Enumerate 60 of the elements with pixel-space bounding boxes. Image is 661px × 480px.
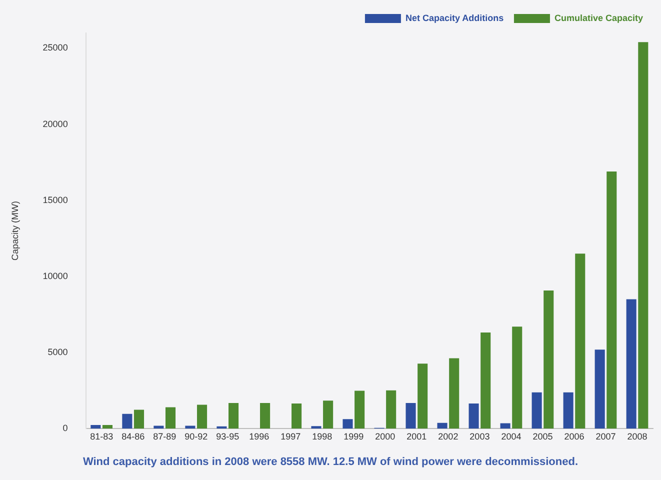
y-axis-title: Capacity (MW) — [10, 201, 20, 261]
x-tick-label: 1997 — [280, 431, 301, 442]
x-tick-label: 93-95 — [216, 431, 240, 442]
bar — [480, 332, 491, 429]
bar — [606, 171, 617, 429]
x-tick-label: 2006 — [564, 431, 584, 442]
bar — [342, 419, 353, 429]
bar — [185, 426, 196, 429]
legend-label: Cumulative Capacity — [554, 12, 644, 23]
bar — [292, 403, 302, 429]
x-tick-label: 1996 — [249, 431, 270, 442]
x-tick-label: 81-83 — [90, 431, 114, 442]
x-tick-label: 90-92 — [184, 431, 208, 442]
y-tick-label: 15000 — [42, 194, 68, 205]
bar — [102, 424, 113, 429]
x-tick-label: 84-86 — [122, 431, 145, 442]
bar — [544, 290, 554, 429]
bar — [165, 407, 176, 429]
bar — [122, 414, 132, 429]
x-tick-label: 2001 — [406, 431, 427, 442]
y-tick-label: 20000 — [42, 118, 68, 129]
x-tick-label: 2007 — [596, 431, 616, 442]
bar — [594, 350, 605, 429]
bar — [311, 426, 322, 429]
legend-label: Net Capacity Additions — [405, 12, 504, 23]
x-tick-label: 2003 — [470, 431, 490, 442]
y-tick-label: 5000 — [48, 347, 68, 358]
bar — [228, 403, 239, 429]
x-tick-label: 87-89 — [153, 431, 176, 442]
bar — [512, 326, 522, 429]
y-tick-label: 10000 — [42, 270, 68, 281]
x-tick-label: 2008 — [627, 431, 648, 442]
text: Wind capacity additions in 2008 were 8558 MW. 12.5 MW of wind power were decommissioned. — [82, 456, 580, 468]
y-tick-label: 25000 — [42, 42, 68, 53]
bar — [532, 392, 542, 429]
bar — [575, 254, 586, 429]
bar — [323, 400, 334, 429]
bar — [154, 426, 164, 429]
y-tick-label: 0 — [62, 423, 68, 434]
x-tick-label: 2000 — [375, 431, 396, 442]
bar — [449, 358, 460, 429]
bar — [260, 403, 270, 429]
bar — [418, 364, 428, 429]
x-tick-label: 2004 — [501, 431, 522, 442]
x-tick-label: 2002 — [438, 431, 458, 442]
x-tick-label: 1999 — [344, 431, 364, 442]
bar — [563, 392, 574, 429]
bar — [638, 42, 648, 429]
bar — [437, 422, 448, 429]
bar — [468, 403, 479, 429]
bar — [406, 403, 416, 429]
x-tick-label: 2005 — [532, 431, 553, 442]
bar — [134, 410, 144, 429]
bar — [626, 299, 636, 429]
bar — [386, 390, 396, 429]
x-tick-label: 1998 — [312, 431, 332, 442]
bar — [354, 390, 365, 429]
bar — [500, 423, 510, 429]
bar — [196, 404, 208, 429]
bar — [90, 424, 101, 429]
